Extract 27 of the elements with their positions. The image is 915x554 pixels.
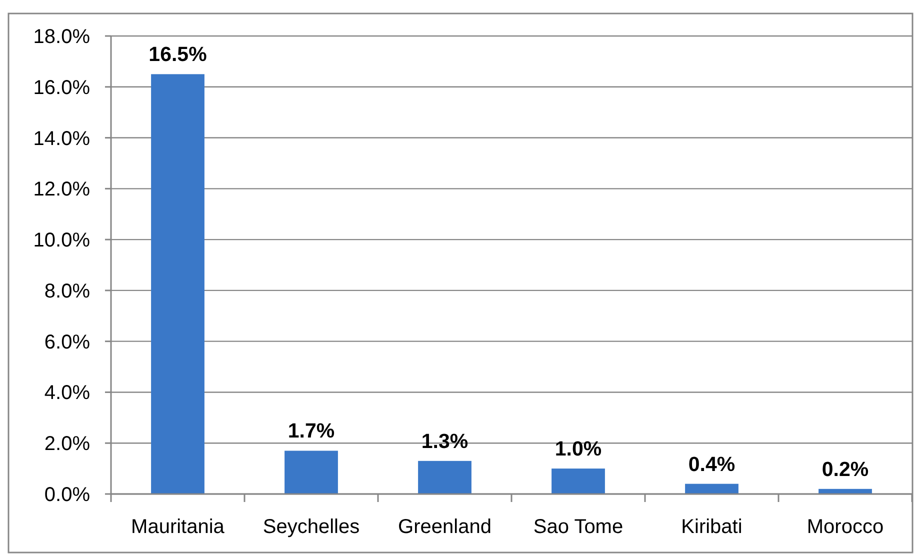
x-tick-label: Seychelles: [262, 516, 360, 538]
x-tick-label: Greenland: [398, 516, 492, 538]
y-tick-label: 8.0%: [44, 280, 90, 302]
data-label: 1.3%: [421, 430, 468, 453]
bar: [685, 484, 738, 494]
y-tick-label: 16.0%: [33, 76, 90, 99]
bar: [151, 74, 204, 494]
y-tick-label: 10.0%: [33, 230, 90, 252]
y-tick-label: 12.0%: [33, 178, 90, 201]
data-label: 0.2%: [822, 458, 869, 481]
y-tick-label: 14.0%: [33, 128, 90, 150]
y-tick-label: 6.0%: [44, 331, 90, 354]
data-label: 1.7%: [288, 420, 335, 443]
y-tick-label: 18.0%: [33, 26, 90, 48]
x-tick-label: Sao Tome: [533, 516, 624, 538]
x-tick-label: Morocco: [806, 516, 884, 538]
data-label: 1.0%: [554, 438, 602, 461]
data-label: 16.5%: [148, 43, 207, 66]
bar: [284, 450, 338, 494]
y-tick-label: 0.0%: [44, 484, 90, 506]
x-tick-label: Mauritania: [131, 516, 226, 538]
data-label: 0.4%: [688, 452, 736, 476]
bar: [552, 468, 605, 494]
y-tick-label: 4.0%: [44, 382, 90, 404]
x-tick-label: Kiribati: [681, 516, 742, 538]
bar: [418, 460, 472, 494]
y-tick-label: 2.0%: [44, 433, 90, 456]
